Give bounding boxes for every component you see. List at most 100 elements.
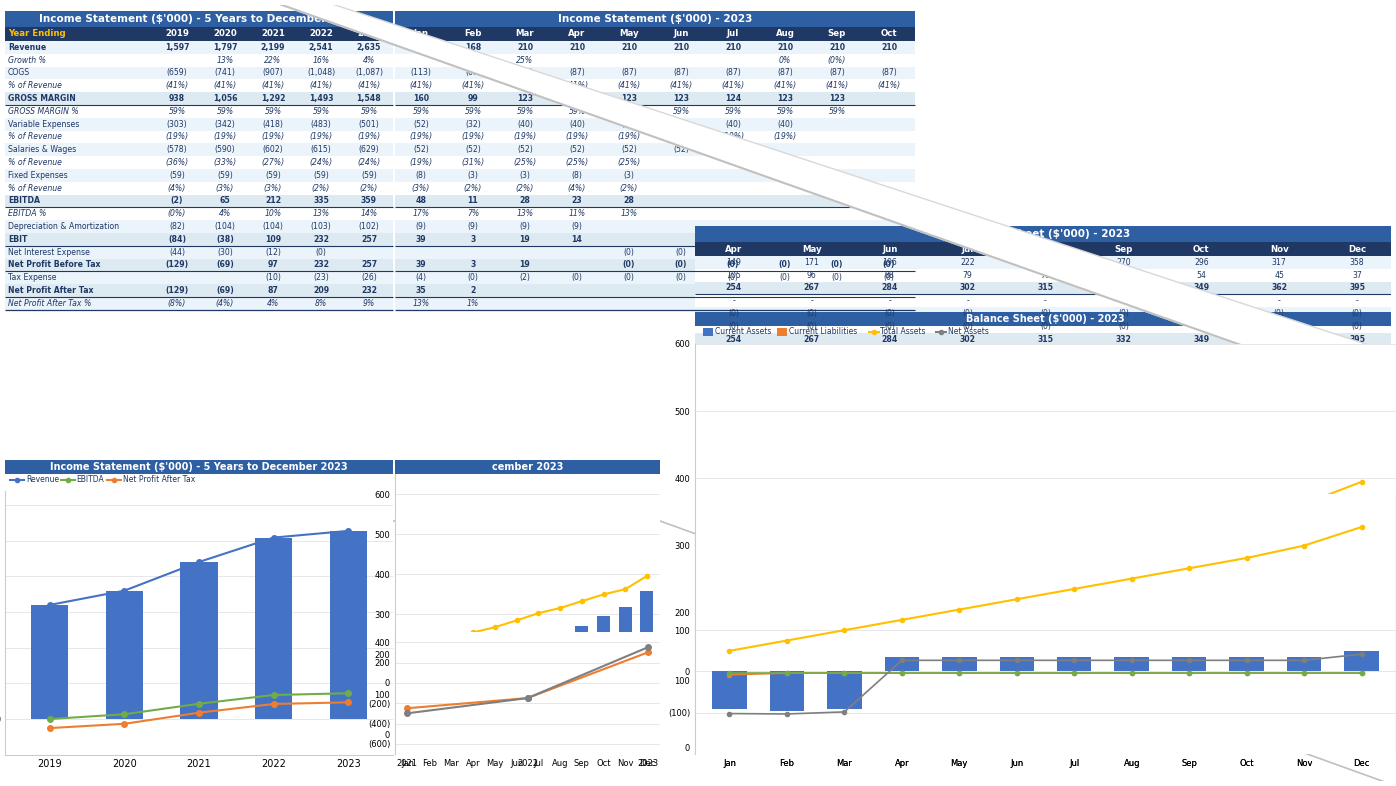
Text: 37: 37 [1353,270,1362,280]
Text: 222: 222 [960,347,974,357]
Text: (41%): (41%) [878,81,900,90]
Text: (2%): (2%) [360,184,378,193]
Text: -: - [1356,296,1358,305]
Text: Closing Cash: Closing Cash [963,478,1012,487]
Bar [6,130,394,143]
Text: Net Interest Expense: Net Interest Expense [8,248,89,257]
Text: 100: 100 [1039,360,1053,369]
Text: 10%: 10% [264,209,282,219]
Text: 210: 210 [778,43,793,52]
Text: (32): (32) [465,119,480,129]
Bar [712,680,747,747]
Text: -: - [811,296,814,305]
Text: (102): (102) [359,222,380,231]
Text: (0): (0) [676,248,687,257]
Text: 167: 167 [960,386,974,395]
Text: (0): (0) [884,322,895,331]
Bar [597,615,610,734]
Text: 8%: 8% [315,299,327,308]
Text: (0): (0) [623,260,635,270]
Text: 13%: 13% [517,209,533,219]
Text: (1,087): (1,087) [355,68,383,78]
Text: 358: 358 [1350,347,1364,357]
Text: 315: 315 [1194,399,1209,408]
Text: Variable Expenses: Variable Expenses [8,119,80,129]
Bar [1390,0,1396,786]
Text: (19%): (19%) [722,133,744,141]
Bar [695,269,1396,281]
Text: 35: 35 [416,286,426,295]
Text: 137: 137 [804,386,819,395]
Text: COGS: COGS [8,68,31,78]
Text: GROSS MARGIN %: GROSS MARGIN % [8,107,78,116]
Text: (0): (0) [779,248,790,257]
Text: (0): (0) [1351,309,1362,318]
Text: (303): (303) [166,119,187,129]
Text: Year Ending: Year Ending [8,30,66,39]
Text: Jul: Jul [962,244,974,254]
Text: 267: 267 [959,399,976,408]
Text: Apr: Apr [726,244,743,254]
Text: 123: 123 [517,94,533,103]
Text: (0): (0) [807,309,817,318]
Text: 19: 19 [519,235,530,244]
Text: -: - [888,296,891,305]
Text: (0): (0) [884,309,895,318]
Text: (4%): (4%) [568,184,586,193]
Text: 39: 39 [416,235,426,244]
Text: (0): (0) [729,322,740,331]
Text: Cash Flow Statement ($'000) - 2023: Cash Flow Statement ($'000) - 2023 [946,464,1143,474]
Text: 14: 14 [571,235,582,244]
Text: (0): (0) [1273,309,1284,318]
Text: 23: 23 [572,196,582,205]
Text: Balance Sheet ($'000) - 2023: Balance Sheet ($'000) - 2023 [966,314,1125,324]
Text: (41%): (41%) [514,81,536,90]
Text: (0%): (0%) [828,56,846,64]
Bar [532,645,544,734]
Bar [1114,583,1149,747]
Bar [6,259,394,271]
Text: (602): (602) [262,145,283,154]
Text: 123: 123 [621,94,637,103]
Text: 9%: 9% [363,299,376,308]
Text: (342): (342) [215,119,236,129]
Text: (19%): (19%) [409,158,433,167]
Bar [704,328,713,336]
Text: (0): (0) [1118,309,1129,318]
Bar [695,226,1396,242]
Text: -: - [966,296,969,305]
Text: 13%: 13% [313,209,329,219]
Text: (0): (0) [1040,309,1051,318]
Text: (41%): (41%) [409,81,433,90]
Text: 267: 267 [804,335,819,343]
Bar [828,671,861,709]
Text: 71: 71 [1040,270,1050,280]
Text: Fixed Expenses: Fixed Expenses [8,171,68,180]
Text: 332: 332 [1115,284,1131,292]
Text: (19%): (19%) [310,133,332,141]
Text: 100: 100 [960,360,974,369]
Text: 2: 2 [470,286,476,295]
Bar [6,41,394,53]
Text: May: May [803,244,822,254]
Text: (52): (52) [413,145,429,154]
Text: 196: 196 [882,258,898,267]
Text: (41%): (41%) [166,81,188,90]
Bar [942,633,977,747]
Text: 7%: 7% [466,209,479,219]
Text: 284: 284 [881,335,898,343]
Bar [395,11,914,27]
Text: 109: 109 [265,235,281,244]
Bar [489,666,501,734]
Text: 302: 302 [959,335,976,343]
Bar [6,92,394,105]
Text: Sep: Sep [828,30,846,39]
Text: (87): (87) [517,68,533,78]
Text: (590): (590) [215,145,236,154]
Text: (3%): (3%) [412,184,430,193]
Bar [395,246,914,259]
Text: 254: 254 [726,284,743,292]
Text: (0): (0) [727,248,738,257]
Bar [445,683,458,734]
Text: 100: 100 [882,360,898,369]
